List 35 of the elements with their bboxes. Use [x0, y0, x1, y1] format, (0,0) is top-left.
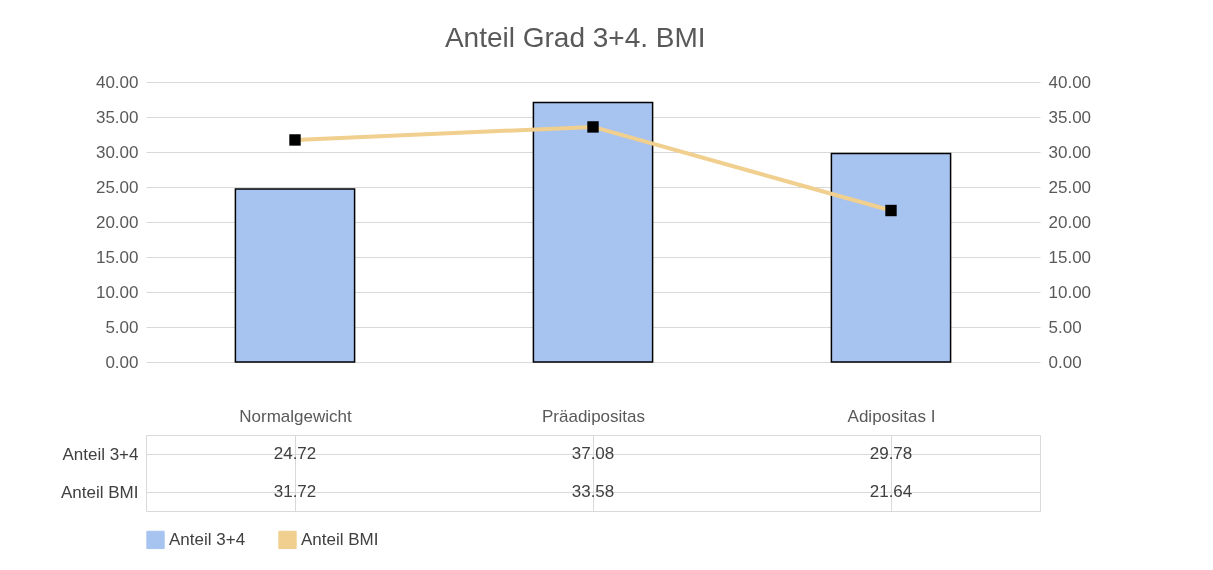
data-label: 33.58	[571, 482, 615, 501]
x-tick-label: Präadipositas	[541, 406, 646, 426]
y2-tick-label: 20.00	[1048, 212, 1092, 232]
y2-tick-label: 35.00	[1048, 107, 1092, 127]
bar	[234, 188, 356, 363]
y-tick-label: 25.00	[95, 177, 139, 197]
data-label: 37.08	[571, 444, 615, 463]
x-tick-label: Normalgewicht	[239, 406, 352, 426]
data-label: 29.78	[869, 444, 913, 463]
bar	[532, 101, 654, 363]
y-tick-label: 20.00	[95, 212, 139, 232]
data-label: 31.72	[273, 482, 317, 501]
y2-tick-label: 40.00	[1048, 72, 1092, 92]
y2-tick-label: 15.00	[1048, 247, 1092, 267]
y-tick-label: 0.00	[105, 352, 139, 372]
text: Anteil BMI	[61, 482, 139, 502]
y2-tick-label: 10.00	[1048, 282, 1092, 302]
y-tick-label: 30.00	[95, 142, 139, 162]
y2-tick-label: 5.00	[1048, 317, 1082, 337]
legend-label: Anteil BMI	[301, 529, 379, 549]
y-tick-label: 40.00	[95, 72, 139, 92]
data-label: 21.64	[869, 482, 913, 501]
y2-tick-label: 25.00	[1048, 177, 1092, 197]
legend-label: Anteil 3+4	[169, 529, 246, 549]
y2-tick-label: 0.00	[1048, 352, 1082, 372]
bar	[830, 152, 952, 363]
y-tick-label: 10.00	[95, 282, 139, 302]
x-tick-label: Adipositas I	[847, 406, 936, 426]
y-tick-label: 15.00	[95, 247, 139, 267]
y-tick-label: 35.00	[95, 107, 139, 127]
data-label: 24.72	[273, 444, 317, 463]
text: Anteil 3+4	[62, 444, 139, 464]
chart-title: Anteil Grad 3+4. BMI	[444, 22, 706, 53]
y2-tick-label: 30.00	[1048, 142, 1092, 162]
y-tick-label: 5.00	[105, 317, 139, 337]
